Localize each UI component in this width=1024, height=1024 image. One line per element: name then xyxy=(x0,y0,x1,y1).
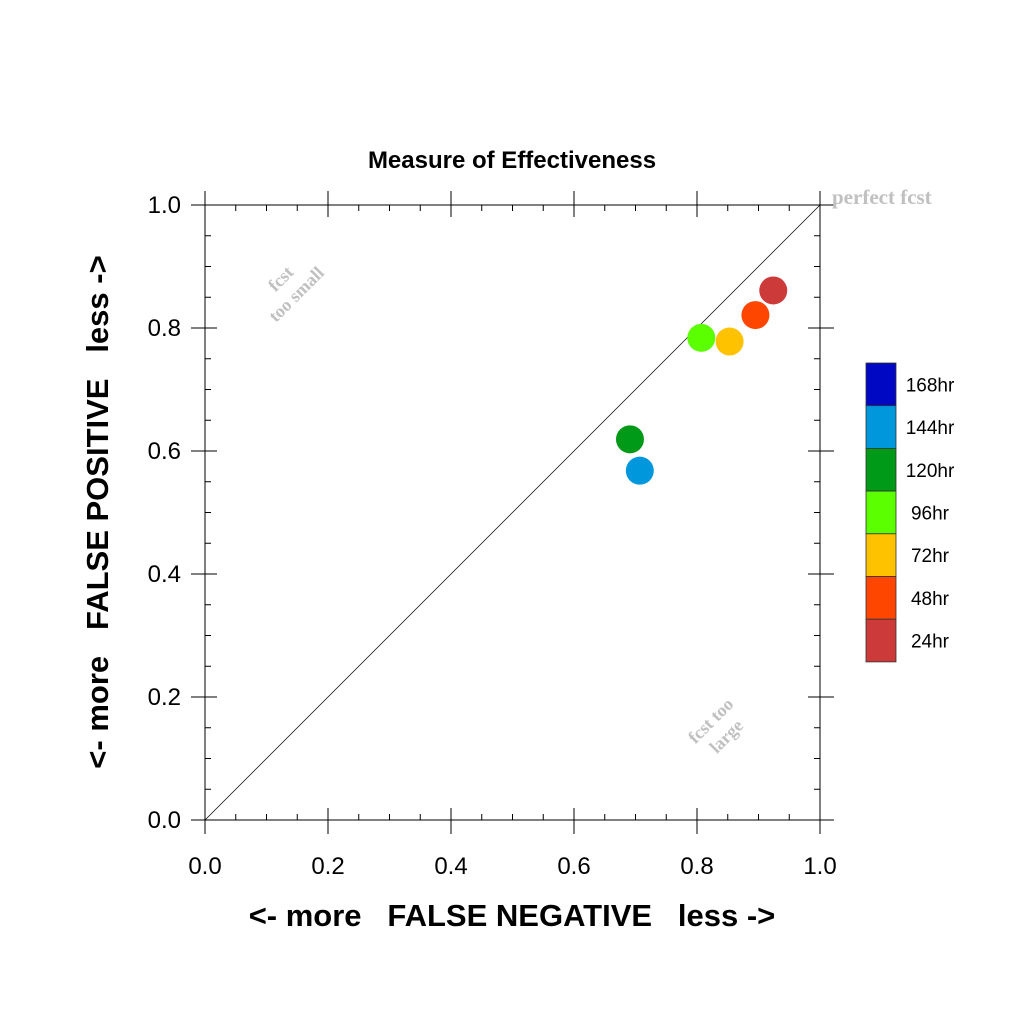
legend-swatch-96hr xyxy=(865,490,897,535)
point-144hr xyxy=(625,456,654,485)
annotation-fcst-too-small: fcst too small xyxy=(264,262,328,326)
x-tick-label: 0.4 xyxy=(434,853,467,880)
x-tick-label: 0.8 xyxy=(680,853,713,880)
point-120hr xyxy=(615,425,644,454)
x-tick-label: 0.2 xyxy=(311,853,344,880)
y-tick-label: 0.8 xyxy=(148,315,181,342)
point-72hr xyxy=(715,327,744,356)
point-24hr xyxy=(759,276,788,305)
legend-label-168hr: 168hr xyxy=(906,375,955,396)
x-tick-label: 0.0 xyxy=(188,853,221,880)
scatter-points xyxy=(615,276,788,485)
y-tick-label: 0.6 xyxy=(148,438,181,465)
legend-label-24hr: 24hr xyxy=(911,632,950,653)
legend-swatch-168hr xyxy=(865,362,897,407)
legend-swatch-72hr xyxy=(865,533,897,577)
legend-label-72hr: 72hr xyxy=(911,546,950,567)
point-48hr xyxy=(741,301,770,330)
legend-label-120hr: 120hr xyxy=(906,461,955,482)
y-tick-label: 0.0 xyxy=(148,807,181,834)
legend-swatch-120hr xyxy=(865,447,897,492)
x-tick-label: 1.0 xyxy=(803,853,836,880)
legend-swatch-24hr xyxy=(865,618,897,663)
y-tick-label: 0.2 xyxy=(148,684,181,711)
axis-tick-labels: 0.0 0.2 0.4 0.6 0.8 1.0 0.0 0.2 0.4 0.6 0.8 1.0 xyxy=(148,192,837,880)
legend-label-96hr: 96hr xyxy=(911,503,950,524)
y-tick-label: 0.4 xyxy=(148,561,181,588)
legend-label-144hr: 144hr xyxy=(906,418,955,439)
legend-label-48hr: 48hr xyxy=(911,589,950,610)
x-axis-label: <- more FALSE NEGATIVE less -> xyxy=(249,898,776,933)
chart-title: Measure of Effectiveness xyxy=(368,147,656,174)
annotation-perfect-fcst: perfect fcst xyxy=(832,185,932,209)
legend-swatch-48hr xyxy=(865,576,897,620)
legend: 168hr 144hr 120hr 96hr 72hr 48hr 24hr xyxy=(865,362,955,663)
reference-diagonal xyxy=(204,204,821,821)
y-tick-label: 1.0 xyxy=(148,192,181,219)
legend-swatch-144hr xyxy=(865,405,897,449)
annotation-fcst-too-large: fcst too large xyxy=(684,694,747,757)
point-96hr xyxy=(687,323,716,352)
axis-ticks xyxy=(191,191,834,834)
y-axis-label: <- more FALSE POSITIVE less -> xyxy=(80,255,115,768)
x-tick-label: 0.6 xyxy=(557,853,590,880)
